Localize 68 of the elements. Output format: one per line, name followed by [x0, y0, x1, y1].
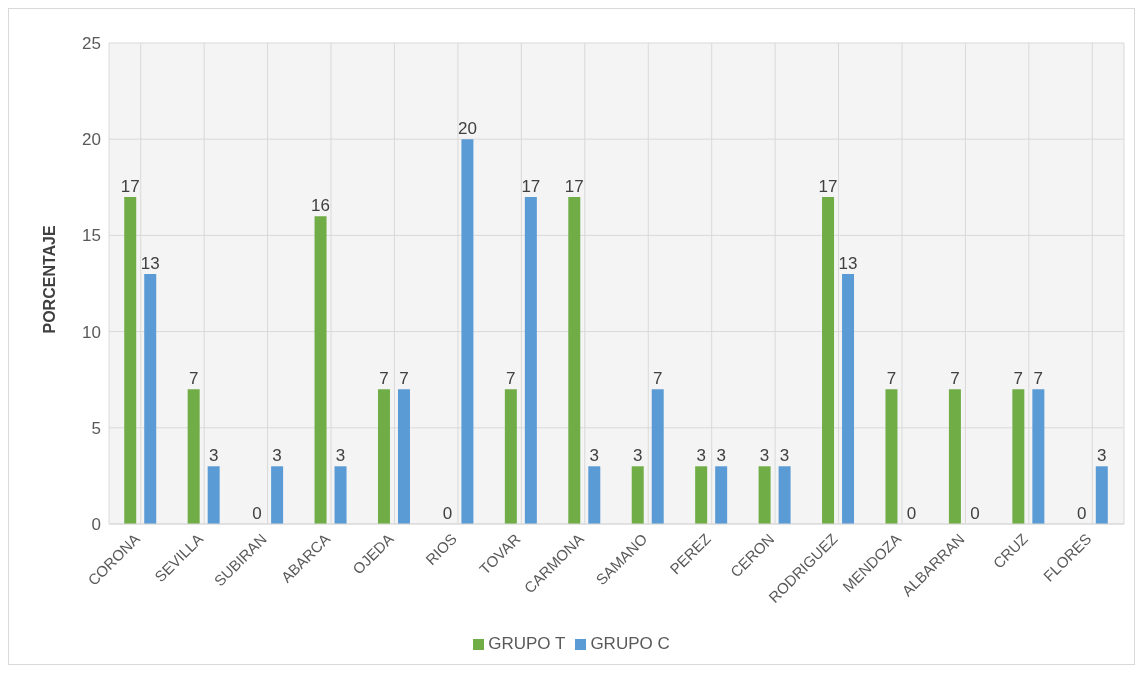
bar — [504, 389, 517, 524]
data-label: 3 — [779, 446, 790, 466]
bar — [758, 466, 771, 524]
bar — [1032, 389, 1045, 524]
data-label: 0 — [252, 503, 262, 523]
y-tick-label: 0 — [91, 515, 101, 535]
data-label: 17 — [564, 176, 584, 196]
data-label: 3 — [208, 446, 219, 466]
data-label: 20 — [457, 119, 477, 139]
data-label: 7 — [506, 369, 516, 389]
data-label: 3 — [335, 446, 346, 466]
bar — [948, 389, 961, 524]
data-label: 3 — [632, 446, 643, 466]
bar — [885, 389, 898, 524]
bar — [631, 466, 644, 524]
data-label: 0 — [970, 503, 980, 523]
data-label: 3 — [696, 446, 706, 466]
bar — [314, 216, 327, 524]
data-label: 16 — [311, 196, 330, 216]
bar — [588, 466, 601, 524]
bar — [207, 466, 220, 524]
y-tick-label: 5 — [91, 418, 101, 438]
data-label: 7 — [399, 369, 409, 389]
data-label: 0 — [1077, 503, 1087, 523]
data-label: 7 — [1033, 369, 1044, 389]
bar — [1012, 389, 1025, 524]
data-label: 0 — [906, 503, 917, 523]
data-label: 3 — [759, 446, 770, 466]
y-tick-label: 20 — [82, 130, 101, 150]
bar — [187, 389, 200, 524]
bar — [695, 466, 708, 524]
bar — [377, 389, 390, 524]
bar — [715, 466, 728, 524]
y-tick-label: 10 — [82, 322, 101, 342]
data-label: 7 — [188, 369, 199, 389]
y-tick-label: 25 — [82, 34, 101, 54]
bar — [271, 466, 284, 524]
bar — [461, 139, 474, 524]
data-label: 13 — [838, 253, 858, 273]
bar — [822, 196, 835, 524]
bar — [842, 273, 855, 524]
data-label: 0 — [442, 503, 453, 523]
legend-label: GRUPO C — [590, 634, 670, 653]
data-label: 3 — [1097, 446, 1107, 466]
data-label: 17 — [120, 176, 140, 196]
data-label: 3 — [589, 446, 600, 466]
bar — [568, 196, 581, 524]
bar — [778, 466, 791, 524]
y-tick-label: 15 — [82, 226, 101, 246]
data-label: 7 — [652, 369, 663, 389]
y-axis-title: PORCENTAJE — [40, 225, 58, 334]
data-label: 3 — [716, 446, 726, 466]
legend-label: GRUPO T — [488, 634, 566, 653]
data-label: 13 — [140, 253, 160, 273]
data-label: 7 — [886, 369, 897, 389]
data-label: 17 — [818, 176, 838, 196]
data-label: 7 — [950, 369, 960, 389]
bar — [144, 273, 157, 524]
bar — [1095, 466, 1108, 524]
data-label: 7 — [1013, 369, 1024, 389]
bar — [124, 196, 137, 524]
bar — [524, 196, 537, 524]
data-label: 3 — [272, 446, 282, 466]
data-label: 7 — [379, 369, 389, 389]
bar — [397, 389, 410, 524]
bar — [334, 466, 347, 524]
data-label: 17 — [521, 176, 541, 196]
bar — [651, 389, 664, 524]
